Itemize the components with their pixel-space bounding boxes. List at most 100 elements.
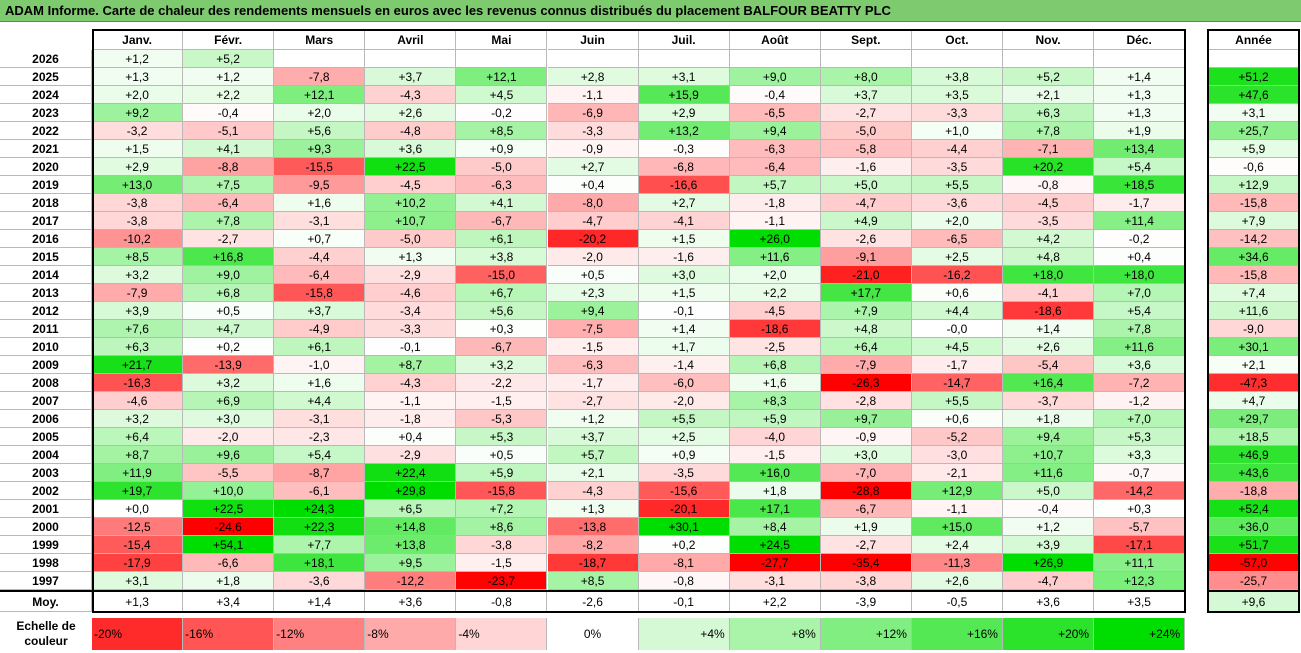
title-bar: ADAM Informe. Carte de chaleur des rende… [0, 0, 1301, 22]
heatmap-cell: +30,1 [638, 518, 730, 536]
heatmap-cell: +3,0 [183, 410, 275, 428]
annual-total-cell: -0,6 [1208, 158, 1300, 176]
average-cell: +1,3 [92, 592, 184, 612]
row-year-label: 2008 [0, 374, 92, 392]
heatmap-cell: -3,8 [820, 572, 912, 590]
heatmap-cell: +26,0 [729, 230, 821, 248]
heatmap-cell: +12,9 [911, 482, 1003, 500]
heatmap-cell: -7,2 [1094, 374, 1186, 392]
heatmap-cell: +3,1 [92, 572, 184, 590]
annual-total-cell: +7,9 [1208, 212, 1300, 230]
heatmap-cell [365, 50, 457, 68]
heatmap-cell: +1,9 [1094, 122, 1186, 140]
month-header: Févr. [183, 30, 275, 50]
month-header: Avril [365, 30, 457, 50]
heatmap-cell: +1,8 [183, 572, 275, 590]
scale-swatch: -16% [183, 618, 275, 650]
heatmap-cell: -27,7 [729, 554, 821, 572]
heatmap-cell: -2,2 [456, 374, 548, 392]
heatmap-cell: -1,6 [638, 248, 730, 266]
heatmap-cell: +4,4 [911, 302, 1003, 320]
heatmap-cell: +3,7 [365, 68, 457, 86]
heatmap-cell: +1,2 [547, 410, 639, 428]
heatmap-cell: -5,3 [456, 410, 548, 428]
heatmap-cell: +4,9 [820, 212, 912, 230]
heatmap-cell: -15,8 [274, 284, 366, 302]
heatmap-cell: +9,4 [1003, 428, 1095, 446]
heatmap-cell: -6,7 [456, 338, 548, 356]
heatmap-cell: -0,9 [547, 140, 639, 158]
heatmap-cell: +13,2 [638, 122, 730, 140]
row-year-label: 2022 [0, 122, 92, 140]
average-cell: -0,8 [456, 592, 548, 612]
heatmap-cell: +1,6 [274, 374, 366, 392]
heatmap-cell: -1,1 [365, 392, 457, 410]
heatmap-cell: +1,3 [547, 500, 639, 518]
heatmap-cell: -6,7 [820, 500, 912, 518]
month-header: Juil. [638, 30, 730, 50]
heatmap-cell: -1,7 [547, 374, 639, 392]
heatmap-cell: -35,4 [820, 554, 912, 572]
heatmap-cell: +0,3 [1094, 500, 1186, 518]
heatmap-cell: -18,6 [1003, 302, 1095, 320]
heatmap-cell: -5,4 [1003, 356, 1095, 374]
heatmap-cell: +0,5 [547, 266, 639, 284]
heatmap-cell: +13,4 [1094, 140, 1186, 158]
heatmap-cell: +16,8 [183, 248, 275, 266]
heatmap-cell [638, 50, 730, 68]
heatmap-cell: -5,0 [365, 230, 457, 248]
heatmap-cell: +5,5 [638, 410, 730, 428]
heatmap-cell: +8,6 [456, 518, 548, 536]
annual-total-cell: +52,4 [1208, 500, 1300, 518]
scale-swatch: -4% [456, 618, 548, 650]
heatmap-cell: +6,3 [92, 338, 184, 356]
heatmap-cell: +5,9 [456, 464, 548, 482]
month-header: Mai [456, 30, 548, 50]
heatmap-cell: -15,0 [456, 266, 548, 284]
heatmap-cell: +9,7 [820, 410, 912, 428]
month-header: Sept. [820, 30, 912, 50]
row-year-label: 2006 [0, 410, 92, 428]
heatmap-cell: -4,9 [274, 320, 366, 338]
scale-swatch: +12% [820, 618, 912, 650]
heatmap-cell: -3,6 [274, 572, 366, 590]
row-year-label: 2012 [0, 302, 92, 320]
month-header: Nov. [1003, 30, 1095, 50]
heatmap-cell: +11,4 [1094, 212, 1186, 230]
heatmap-cell: +18,1 [274, 554, 366, 572]
heatmap-cell: -2,0 [638, 392, 730, 410]
heatmap-cell: +5,4 [1094, 302, 1186, 320]
heatmap-cell: +1,5 [92, 140, 184, 158]
heatmap-cell: -6,4 [274, 266, 366, 284]
heatmap-cell: +7,5 [183, 176, 275, 194]
heatmap-cell: -17,1 [1094, 536, 1186, 554]
heatmap-cell: -18,6 [729, 320, 821, 338]
heatmap-cell: +3,2 [183, 374, 275, 392]
heatmap-cell: +2,2 [183, 86, 275, 104]
heatmap-cell: +8,5 [456, 122, 548, 140]
heatmap-cell: +0,4 [1094, 248, 1186, 266]
heatmap-cell: +6,8 [729, 356, 821, 374]
heatmap-cell: -1,5 [456, 392, 548, 410]
heatmap-cell: +0,0 [92, 500, 184, 518]
heatmap-cell: +10,0 [183, 482, 275, 500]
heatmap-cell: -0,1 [638, 302, 730, 320]
annual-total-cell: +51,7 [1208, 536, 1300, 554]
row-year-label: 1998 [0, 554, 92, 572]
heatmap-cell: +3,7 [274, 302, 366, 320]
row-year-label: 2001 [0, 500, 92, 518]
heatmap-cell: +3,2 [456, 356, 548, 374]
heatmap-cell: +1,3 [1094, 86, 1186, 104]
heatmap-cell: -1,4 [638, 356, 730, 374]
heatmap-cell: -0,8 [638, 572, 730, 590]
heatmap-cell: +11,9 [92, 464, 184, 482]
heatmap-cell: -3,5 [638, 464, 730, 482]
heatmap-cell: +3,5 [911, 86, 1003, 104]
heatmap-cell: -6,6 [183, 554, 275, 572]
annual-total-cell: +11,6 [1208, 302, 1300, 320]
annual-total-cell: +46,9 [1208, 446, 1300, 464]
row-year-label: 2020 [0, 158, 92, 176]
heatmap-cell: -3,1 [729, 572, 821, 590]
heatmap-cell: +2,9 [638, 104, 730, 122]
heatmap-cell: +11,6 [729, 248, 821, 266]
